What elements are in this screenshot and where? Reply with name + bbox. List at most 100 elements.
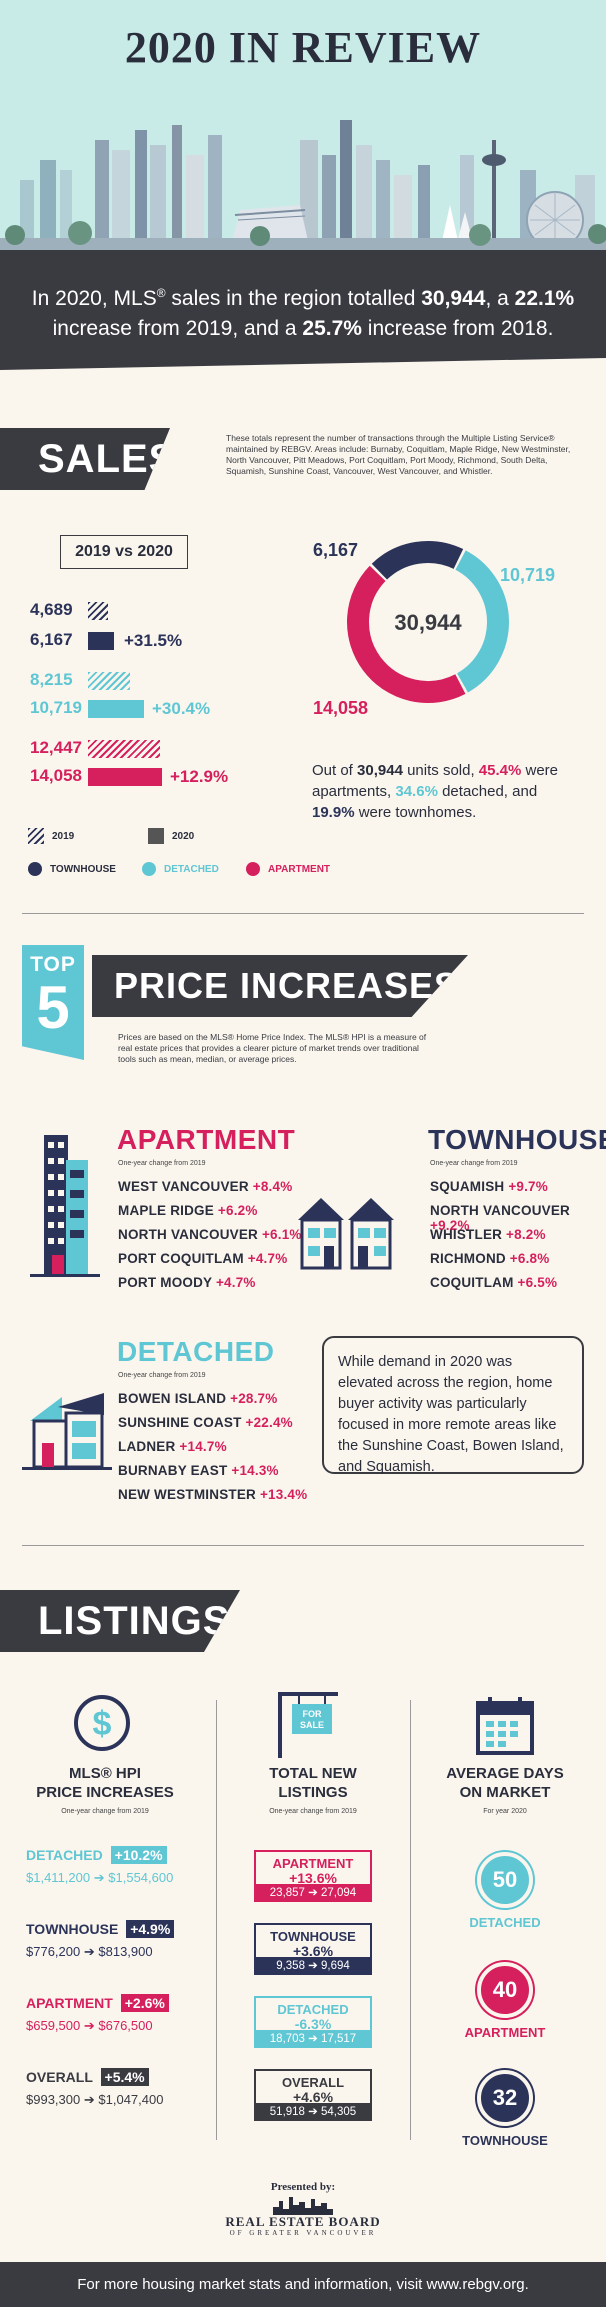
- card-label: TOWNHOUSE: [270, 1929, 356, 1944]
- days-label-detached: DETACHED: [469, 1915, 541, 1930]
- list-item: $1,411,200 ➔ $1,554,600: [26, 1870, 173, 1886]
- days-label-townhouse: TOWNHOUSE: [462, 2133, 548, 2148]
- hpi-to: $1,047,400: [98, 2092, 164, 2107]
- days-title-line-1: AVERAGE DAYS: [446, 1765, 564, 1782]
- donut-apartment-label: 14,058: [313, 698, 369, 718]
- list-item: RICHMOND +6.8%: [430, 1251, 550, 1266]
- banner-text-3: , a: [485, 287, 515, 310]
- list-item: PORT COQUITLAM +4.7%: [118, 1251, 288, 1266]
- banner-total: 30,944: [421, 287, 486, 310]
- registered-mark: ®: [156, 286, 166, 300]
- legend-apartment-label: APARTMENT: [268, 863, 331, 875]
- summary-text-4: detached, and: [437, 783, 538, 800]
- top-label: TOP: [30, 953, 76, 976]
- navy-dot-icon: [28, 862, 42, 876]
- detached-2019-value: 8,215: [30, 670, 73, 689]
- hatch-swatch-icon: [28, 828, 44, 844]
- new-listings-sub: One-year change from 2019: [269, 1808, 357, 1815]
- detached-2020-value: 10,719: [30, 698, 82, 717]
- new-listings-card-apartment: APARTMENT +13.6% 23,857 ➔ 27,094: [254, 1850, 372, 1902]
- card-pct: +13.6%: [289, 1870, 337, 1886]
- new-listings-card-detached: DETACHED -6.3% 18,703 ➔ 17,517: [254, 1996, 372, 2048]
- apartment-building-icon: [30, 1135, 100, 1277]
- sign-text-sale: SALE: [300, 1720, 324, 1730]
- sales-heading-text: SALES: [38, 437, 177, 481]
- hpi-sub: One-year change from 2019: [61, 1808, 149, 1815]
- days-circle-apartment: 40: [477, 1962, 533, 2018]
- donut-slice-detached: [455, 550, 509, 693]
- summary-banner: In 2020, MLS® sales in the region totall…: [0, 250, 606, 352]
- card-range: 23,857 ➔ 27,094: [254, 1884, 372, 1902]
- townhouse-2020-bar: [88, 632, 114, 650]
- new-listings-title-line-1: TOTAL NEW: [269, 1765, 357, 1782]
- presented-by-label: Presented by:: [270, 2181, 336, 2193]
- summary-text-3: were apartments,: [312, 762, 559, 800]
- arrow-right-icon: ➔: [83, 2092, 95, 2107]
- rebgv-logo-skyline-icon: [273, 2197, 333, 2215]
- card-pct: +3.6%: [292, 1943, 334, 1959]
- hpi-column-title: MLS® HPI PRICE INCREASES: [20, 1764, 190, 1802]
- hpi-from: $776,200: [26, 1944, 81, 1959]
- new-listings-card-townhouse: TOWNHOUSE +3.6% 9,358 ➔ 9,694: [254, 1923, 372, 1975]
- hpi-from: $993,300: [26, 2092, 81, 2107]
- hpi-pct-badge: +4.9%: [126, 1920, 175, 1938]
- banner-text-1: In 2020, MLS: [31, 287, 157, 310]
- hpi-label: APARTMENT: [26, 1995, 113, 2011]
- price-increases-heading-text: PRICE INCREASES: [114, 965, 460, 1006]
- townhouse-sub: One-year change from 2019: [430, 1160, 518, 1167]
- townhouse-title: TOWNHOUSE: [428, 1124, 606, 1155]
- hpi-label: OVERALL: [26, 2069, 93, 2085]
- list-item: PORT MOODY +4.7%: [118, 1275, 256, 1290]
- donut-center-total: 30,944: [394, 610, 462, 635]
- legend-2020-label: 2020: [172, 830, 195, 842]
- logo-line-1: REAL ESTATE BOARD: [225, 2214, 381, 2229]
- card-pct: -6.3%: [294, 2016, 332, 2032]
- dollar-sign-icon: $: [74, 1695, 130, 1751]
- apartment-change: +12.9%: [170, 767, 229, 786]
- card-label: OVERALL: [281, 2075, 345, 2090]
- summary-total: 30,944: [357, 762, 403, 779]
- list-item: SQUAMISH +9.7%: [430, 1179, 548, 1194]
- card-label: DETACHED: [277, 2002, 349, 2017]
- hpi-pct-badge: +10.2%: [110, 1846, 167, 1864]
- list-item: NORTH VANCOUVER +9.2%: [430, 1203, 571, 1233]
- list-item: BURNABY EAST +14.3%: [118, 1463, 279, 1478]
- list-item: APARTMENT +2.6%: [26, 1994, 169, 2012]
- summary-detached-pct: 34.6%: [395, 783, 438, 800]
- hpi-label: TOWNHOUSE: [26, 1921, 119, 1937]
- legend-townhouse: TOWNHOUSE: [28, 862, 116, 876]
- arrow-right-icon: ➔: [83, 2018, 95, 2033]
- page-title: 2020 IN REVIEW: [124, 23, 482, 72]
- list-item: DETACHED +10.2%: [26, 1846, 167, 1864]
- townhouse-icon: [298, 1198, 394, 1270]
- teal-dot-icon: [142, 862, 156, 876]
- solid-swatch-icon: [148, 828, 164, 844]
- list-item: LADNER +14.7%: [118, 1439, 227, 1454]
- days-title-line-2: ON MARKET: [459, 1784, 551, 1801]
- days-circle-townhouse: 32: [477, 2070, 533, 2126]
- list-item: SUNSHINE COAST +22.4%: [118, 1415, 293, 1430]
- apartment-sub: One-year change from 2019: [118, 1160, 206, 1167]
- listings-heading-text: LISTINGS: [38, 1599, 231, 1643]
- detached-title: DETACHED: [117, 1336, 275, 1367]
- summary-apartment-pct: 45.4%: [478, 762, 522, 779]
- section-divider: [22, 1545, 584, 1546]
- callout-box: While demand in 2020 was elevated across…: [322, 1336, 584, 1475]
- apartment-title: APARTMENT: [117, 1124, 296, 1155]
- banner-text-2: sales in the region totalled: [165, 287, 422, 310]
- legend-2020: 2020: [148, 828, 194, 844]
- card-range: 9,358 ➔ 9,694: [254, 1957, 372, 1975]
- hpi-to: $813,900: [98, 1944, 153, 1959]
- days-circle-detached: 50: [477, 1852, 533, 1908]
- donut-slice-apartment: [347, 565, 466, 703]
- banner-notch: [0, 352, 606, 370]
- hpi-from: $1,411,200: [26, 1870, 91, 1885]
- detached-house-icon: [22, 1393, 112, 1470]
- hpi-to: $1,554,600: [108, 1870, 174, 1885]
- new-listings-title-line-2: LISTINGS: [278, 1784, 348, 1801]
- header: 2020 IN REVIEW: [0, 0, 606, 250]
- apartment-2019-bar: [88, 740, 160, 758]
- days-on-market-column-title: AVERAGE DAYS ON MARKET: [420, 1764, 590, 1802]
- logo-line-2: OF GREATER VANCOUVER: [229, 2229, 377, 2237]
- list-item: BOWEN ISLAND +28.7%: [118, 1391, 278, 1406]
